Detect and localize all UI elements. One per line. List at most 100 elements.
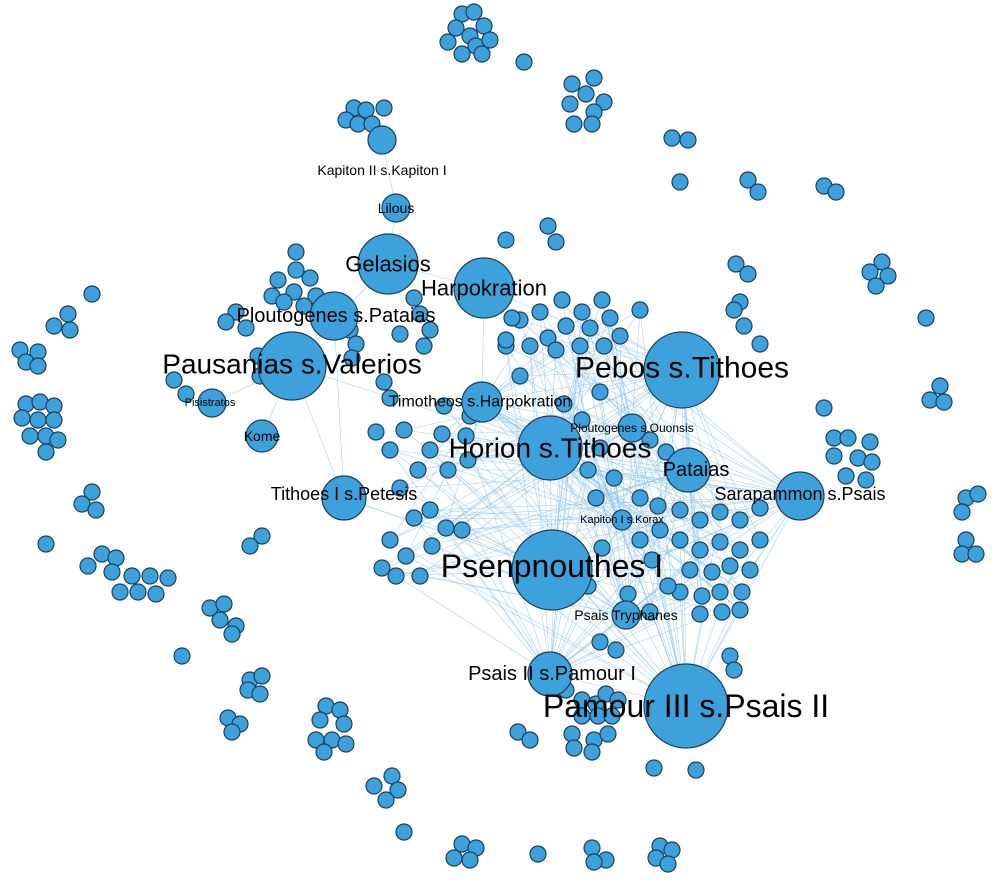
graph-node: [731, 511, 749, 529]
node-label-tithoes-i: Tithoes I s.Petesis: [271, 484, 417, 504]
hub-node: [775, 471, 825, 521]
graph-node: [251, 685, 269, 703]
graph-edge: [579, 345, 623, 521]
graph-node: [367, 423, 385, 441]
graph-node: [547, 341, 565, 359]
graph-node: [381, 441, 399, 459]
graph-edge: [613, 477, 801, 497]
graph-edge: [519, 375, 627, 616]
graph-node: [141, 567, 159, 585]
graph-node: [59, 305, 77, 323]
graph-node: [405, 509, 423, 527]
graph-node: [79, 557, 97, 575]
graph-node: [315, 743, 333, 761]
graph-node: [579, 461, 597, 479]
graph-node: [453, 521, 471, 539]
graph-node: [391, 325, 409, 343]
graph-edge: [603, 345, 687, 707]
graph-node: [531, 303, 549, 321]
graph-node: [447, 19, 465, 37]
graph-node: [373, 559, 391, 577]
graph-node: [953, 503, 971, 521]
graph-node: [693, 587, 711, 605]
graph-edge: [461, 529, 551, 675]
graph-edge: [549, 451, 667, 675]
graph-edge: [413, 517, 623, 521]
graph-node: [731, 541, 749, 559]
node-label-psais-tryphanes: Psais Tryphanes: [574, 607, 678, 623]
graph-edge: [429, 509, 551, 675]
graph-node: [165, 371, 183, 389]
hub-node: [617, 413, 647, 443]
graph-node: [585, 69, 603, 87]
hub-node: [245, 419, 279, 453]
graph-node: [593, 539, 611, 557]
graph-node: [581, 319, 599, 337]
graph-node: [343, 349, 361, 367]
graph-node: [837, 467, 855, 485]
graph-node: [87, 501, 105, 519]
hub-node: [665, 447, 711, 493]
graph-node: [969, 485, 987, 503]
graph-node: [453, 45, 471, 63]
graph-node: [129, 583, 147, 601]
graph-node: [671, 531, 689, 549]
edge-layer: [211, 139, 801, 707]
graph-node: [375, 99, 393, 117]
graph-node: [147, 585, 165, 603]
node-label-harpokration: Harpokration: [421, 276, 547, 301]
node-label-pataias: Pataias: [663, 459, 730, 481]
graph-node: [583, 743, 601, 761]
graph-edge: [631, 427, 641, 541]
label-layer: Pamour III s.Psais II Psenpnouthes I Peb…: [162, 162, 885, 724]
graph-node: [681, 561, 699, 579]
hub-node: [517, 415, 583, 481]
graph-node: [337, 735, 355, 753]
graph-node: [571, 337, 589, 355]
graph-node: [405, 289, 423, 307]
graph-node: [397, 547, 415, 565]
graph-node: [539, 329, 557, 347]
graph-node: [241, 537, 259, 555]
graph-node: [365, 777, 383, 795]
graph-node: [863, 453, 881, 471]
graph-edge: [505, 345, 551, 675]
graph-node: [591, 633, 609, 651]
graph-node: [671, 501, 689, 519]
graph-edge: [627, 427, 633, 595]
hub-node: [257, 331, 327, 401]
graph-edge: [599, 447, 687, 707]
hub-node: [381, 193, 411, 223]
hub-node: [453, 257, 515, 319]
graph-node: [395, 421, 413, 439]
graph-node: [521, 731, 539, 749]
graph-node: [605, 469, 623, 487]
graph-edge: [413, 495, 801, 519]
graph-node: [45, 317, 63, 335]
graph-node: [583, 839, 601, 857]
graph-edge: [579, 345, 801, 497]
graph-node: [867, 277, 885, 295]
graph-node: [421, 321, 439, 339]
graph-node: [311, 711, 329, 729]
graph-edge: [631, 427, 681, 541]
graph-node: [645, 759, 663, 777]
graph-edge: [481, 401, 721, 513]
graph-node: [381, 389, 399, 407]
hub-node: [611, 600, 641, 630]
graph-edge: [549, 591, 721, 675]
graph-node: [287, 261, 305, 279]
graph-node: [411, 567, 429, 585]
graph-node: [287, 243, 305, 261]
graph-node: [421, 441, 439, 459]
graph-node: [711, 533, 729, 551]
graph-edge: [549, 345, 581, 675]
node-label-horion: Horion s.Tithoes: [449, 433, 652, 464]
graph-node: [415, 337, 433, 355]
graph-node: [671, 173, 689, 191]
hub-node: [357, 233, 419, 295]
graph-node: [691, 541, 709, 559]
graph-edge: [549, 611, 723, 675]
graph-node: [555, 395, 573, 413]
graph-edge: [529, 345, 801, 497]
